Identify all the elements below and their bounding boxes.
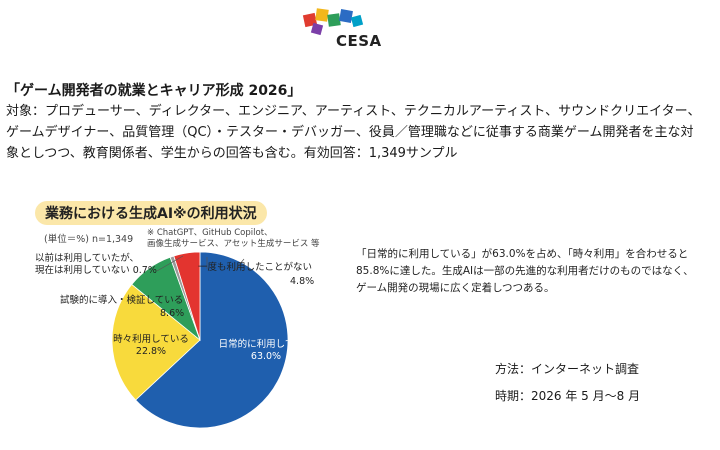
logo-text: CESA [336, 32, 382, 50]
pie-slice [111, 283, 201, 401]
slice-label-sometimes: 時々利用している 22.8% [113, 334, 189, 357]
pie-slice [173, 251, 201, 341]
slice-label-former: 以前は利用していたが、 現在は利用していない 0.7% [35, 253, 157, 276]
report-title: 「ゲーム開発者の就業とキャリア形成 2026」 [6, 83, 302, 99]
logo-mark-icon [302, 8, 364, 36]
slice-label-trial-value: 8.6% [160, 308, 185, 319]
chart-title: 業務における生成AI※の利用状況 [45, 206, 257, 222]
report-description: 対象：プロデューサー、ディレクター、エンジニア、アーティスト、テクニカルアーティ… [6, 104, 701, 161]
chart-note-line: 画像生成サービス、アセット生成サービス 等 [147, 239, 320, 249]
slice-label-never-value: 4.8% [290, 276, 315, 287]
chart-note: ※ ChatGPT、GitHub Copilot、 画像生成サービス、アセット生… [147, 228, 320, 250]
chart-unit-label: (単位＝%) n=1,349 [44, 234, 134, 245]
slice-label-trial: 試験的に導入・検証している [60, 295, 184, 306]
chart-title-badge: 業務における生成AI※の利用状況 [35, 201, 267, 225]
pie-slice [135, 251, 289, 429]
survey-period: 時期：2026 年 5 月〜8 月 [495, 389, 641, 403]
leader-line [156, 255, 184, 272]
slice-label-daily: 日常的に利用している 63.0% [218, 339, 314, 362]
chart-note-line: ※ ChatGPT、GitHub Copilot、 [147, 228, 273, 238]
leader-line [234, 258, 245, 271]
cesa-logo: CESA [300, 6, 400, 52]
summary-text: 「日常的に利用している」が63.0%を占め、「時々利用」を合わせると85.8%に… [356, 248, 694, 294]
slice-label-never: 一度も利用したことがない [198, 262, 313, 273]
survey-method: 方法：インターネット調査 [495, 362, 640, 376]
